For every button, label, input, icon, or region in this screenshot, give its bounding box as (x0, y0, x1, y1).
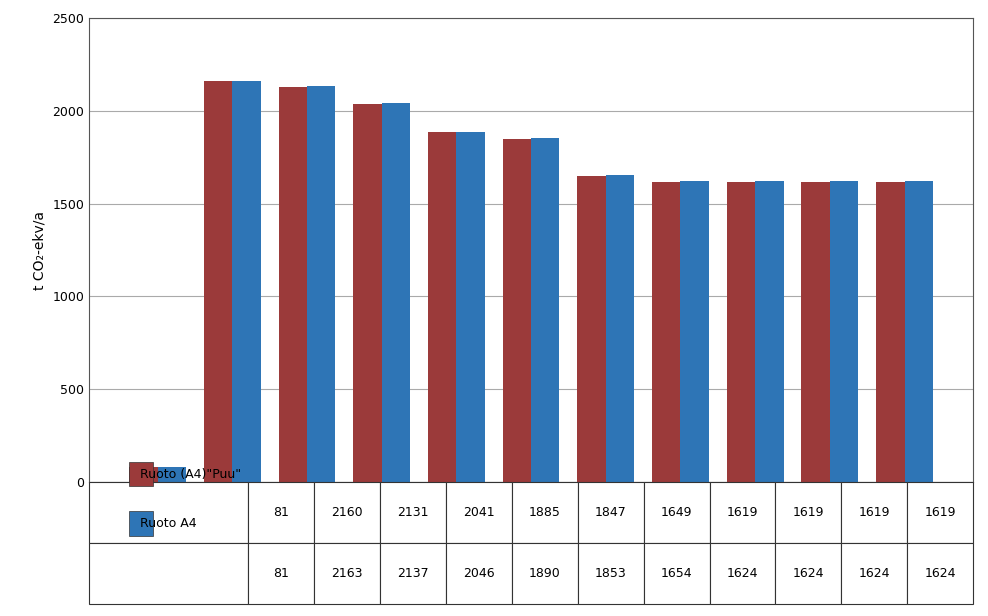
Bar (129, 467, 157, 482)
Bar (652, 182, 681, 482)
Bar (801, 182, 830, 482)
Bar (354, 103, 381, 482)
Bar (307, 86, 335, 482)
Bar (428, 132, 456, 482)
Bar (577, 176, 606, 482)
Bar (727, 182, 755, 482)
Bar (503, 139, 531, 482)
Bar (381, 103, 410, 482)
Bar (755, 181, 783, 482)
Text: Ruoto (A4)"Puu": Ruoto (A4)"Puu" (140, 468, 241, 480)
Y-axis label: t CO₂-ekv/a: t CO₂-ekv/a (33, 211, 46, 290)
Bar (279, 87, 307, 482)
Text: Ruoto A4: Ruoto A4 (140, 517, 197, 530)
Bar (232, 81, 261, 482)
Bar (876, 182, 905, 482)
Bar (531, 139, 559, 482)
Bar (456, 132, 485, 482)
Bar (606, 176, 634, 482)
Bar (830, 181, 859, 482)
Bar (681, 181, 708, 482)
Bar (204, 81, 232, 482)
Bar (157, 467, 186, 482)
Bar (905, 181, 933, 482)
